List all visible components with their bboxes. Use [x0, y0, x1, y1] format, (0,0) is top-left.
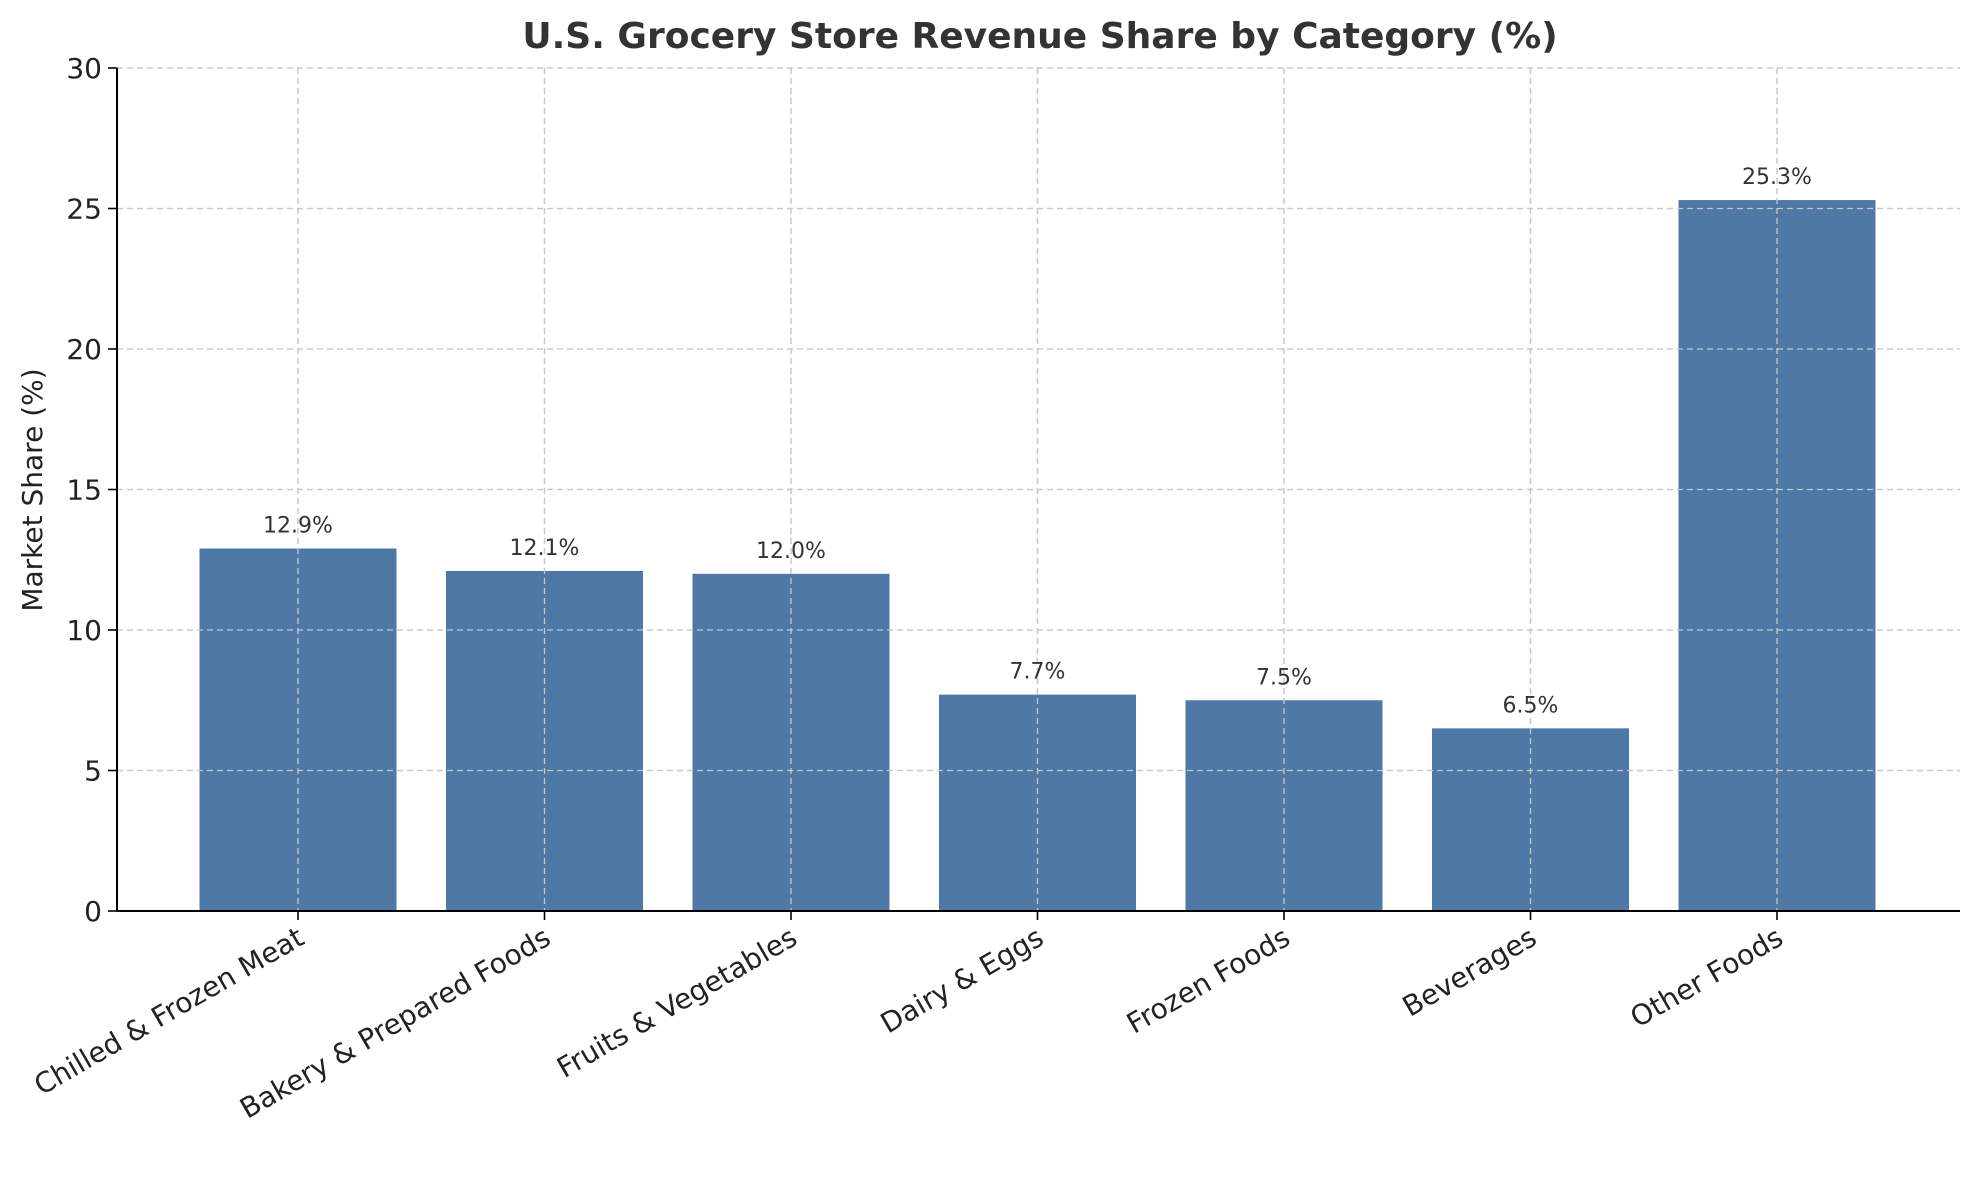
axes: [108, 67, 1960, 920]
y-tick-label-0: 0: [84, 895, 102, 928]
chart-title: U.S. Grocery Store Revenue Share by Cate…: [522, 16, 1557, 57]
bar-4: [1185, 700, 1383, 911]
data-label-5: 6.5%: [1503, 693, 1559, 718]
y-tick-label-4: 20: [66, 333, 102, 366]
x-tick-label-4: Frozen Foods: [1121, 920, 1295, 1040]
x-tick-label-2: Fruits & Vegetables: [551, 920, 802, 1084]
data-label-4: 7.5%: [1256, 665, 1312, 690]
data-label-6: 25.3%: [1742, 165, 1812, 190]
y-tick-label-3: 15: [66, 474, 102, 507]
y-axis-label: Market Share (%): [16, 368, 49, 611]
bars: [117, 67, 1960, 911]
data-label-0: 12.9%: [263, 514, 333, 539]
y-tick-label-5: 25: [66, 193, 102, 226]
x-tick-label-5: Beverages: [1397, 920, 1542, 1023]
x-tick-label-0: Chilled & Frozen Meat: [28, 920, 309, 1101]
data-label-1: 12.1%: [510, 536, 580, 561]
x-tick-label-6: Other Foods: [1625, 920, 1789, 1034]
data-label-2: 12.0%: [756, 539, 826, 564]
data-label-3: 7.7%: [1010, 660, 1066, 685]
y-tick-label-1: 5: [84, 755, 102, 788]
y-tick-label-6: 30: [66, 52, 102, 85]
x-tick-label-3: Dairy & Eggs: [875, 920, 1049, 1040]
y-tick-label-2: 10: [66, 614, 102, 647]
bar-6: [1678, 200, 1876, 911]
